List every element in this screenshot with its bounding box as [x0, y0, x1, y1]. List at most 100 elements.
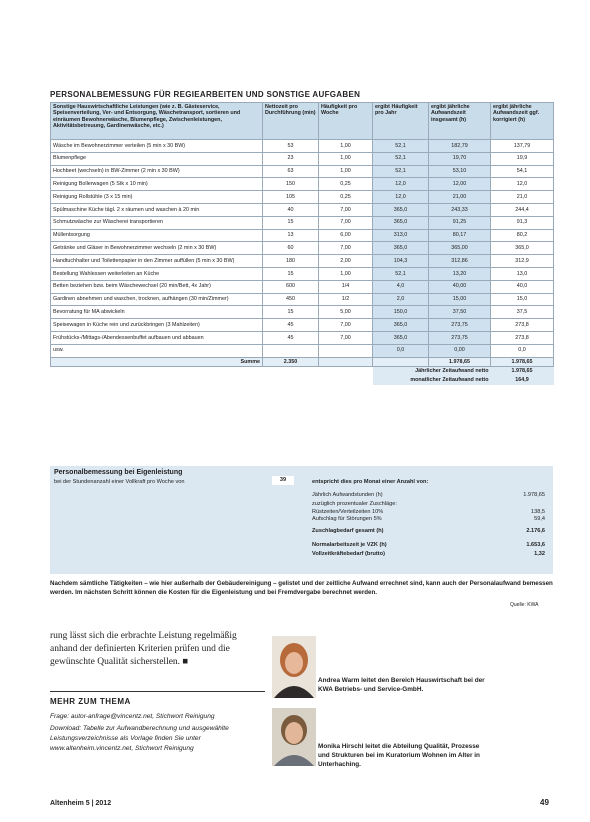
table-row: Blumenpflege 23 1,00 52,1 19,70 19,9	[50, 151, 554, 166]
photo-2	[272, 708, 316, 766]
table-cell: 365,00	[428, 241, 491, 256]
table-cell: 15	[262, 266, 319, 281]
table-cell: 244,4	[490, 202, 554, 217]
sum-total: 1.978,65	[428, 356, 491, 367]
table: Sonstige Hauswirtschaftliche Leistungen …	[50, 102, 554, 385]
header-cell: Nettozeit pro Durchführung (min)	[262, 102, 319, 140]
table-cell: 312,86	[428, 254, 491, 268]
table-cell: usw.	[50, 343, 263, 358]
table-cell: Spülmaschine Küche tägl. 2 x räumen und …	[50, 202, 263, 217]
table-cell: 313,0	[372, 228, 429, 243]
table-cell: 45	[262, 330, 319, 345]
table-cell: 40,00	[428, 279, 491, 294]
table-row: Reinigung Rollstühle (3 x 15 min) 105 0,25…	[50, 190, 554, 204]
table-cell: 53,10	[428, 164, 491, 179]
table-cell: Speisewagen in Küche rein und zurückbrin…	[50, 318, 263, 332]
table-row: Müllentsorgung 13 6,00 313,0 80,17 80,2	[50, 228, 554, 243]
table-cell: 13	[262, 228, 319, 243]
table-cell: 6,00	[318, 228, 373, 243]
table-row: Hochbeet (wechseln) in BW-Zimmer (2 min …	[50, 164, 554, 179]
table-cell: 150	[262, 177, 319, 192]
header-cell: ergibt jährliche Aufwandszeit ggf. korri…	[490, 102, 554, 140]
table-cell: 0,0	[372, 343, 429, 358]
hours-value: 39	[272, 476, 294, 485]
table-cell: 63	[262, 164, 319, 179]
table-cell: 365,0	[372, 330, 429, 345]
table-cell: 12,0	[490, 177, 554, 192]
box-intro: entspricht dies pro Monat einer Anzahl v…	[312, 479, 429, 485]
table-cell: 52,1	[372, 266, 429, 281]
more-download: Download: Tabelle zur Aufwandberechnung …	[50, 725, 229, 752]
table-row: Bevorratung für MA abwickeln 15 5,00 150,0 3…	[50, 305, 554, 320]
table-cell: 1/2	[318, 292, 373, 307]
table-cell	[262, 343, 319, 358]
table-cell: 1,00	[318, 151, 373, 166]
table-cell: 1,00	[318, 139, 373, 153]
table-cell: 13,20	[428, 266, 491, 281]
table-cell: Hochbeet (wechseln) in BW-Zimmer (2 min …	[50, 164, 263, 179]
table-row: Schmutzwäsche zur Wäscherei transportier…	[50, 215, 554, 230]
table-cell: 273,75	[428, 330, 491, 345]
table-cell: 21,00	[428, 190, 491, 204]
table-cell: 4,0	[372, 279, 429, 294]
box-line-label: Normalarbeitszeit je VZK (h)	[312, 542, 387, 548]
yearly-label: Jährlicher Zeitaufwand netto	[372, 366, 491, 376]
sum-net: 2.350	[262, 356, 319, 367]
table-cell: 40	[262, 202, 319, 217]
box-line-label: zuzüglich prozentualer Zuschläge:	[312, 501, 397, 507]
table-cell: 180	[262, 254, 319, 268]
table-cell: 91,25	[428, 215, 491, 230]
page-number: 49	[540, 798, 549, 807]
table-cell: Gardinen abnehmen und waschen, trocknen,…	[50, 292, 263, 307]
table-cell: 23	[262, 151, 319, 166]
table-cell: Getränke und Gläser in Bewohnerzimmer we…	[50, 241, 263, 256]
table-cell: 7,00	[318, 318, 373, 332]
box-title: Personalbemessung bei Eigenleistung	[54, 469, 183, 476]
table-cell: 273,8	[490, 318, 554, 332]
table-cell: 91,3	[490, 215, 554, 230]
box-line-value: 1,32	[534, 551, 545, 557]
table-row: Gardinen abnehmen und waschen, trocknen,…	[50, 292, 554, 307]
sum-corrected: 1.978,65	[490, 356, 554, 367]
box-line-value: 59,4	[534, 516, 545, 522]
table-cell: 365,0	[372, 202, 429, 217]
box-line-value: 1.978,65	[523, 492, 545, 498]
yearly-value: 1.978,65	[490, 366, 554, 376]
empty	[372, 356, 429, 367]
staffing-box: Personalbemessung bei Eigenleistung bei …	[50, 466, 553, 574]
table-row: Handtuchhalter und Toilettenpapier in de…	[50, 254, 554, 268]
table-row: Speisewagen in Küche rein und zurückbrin…	[50, 318, 554, 332]
table-row: Reinigung Bollerwagen (5 Stk x 10 min) 15…	[50, 177, 554, 192]
table-row: Betten beziehen bzw. beim Wäschewechsel …	[50, 279, 554, 294]
table-cell: 365,0	[372, 318, 429, 332]
body-text: rung lässt sich die erbrachte Leistung r…	[50, 631, 237, 667]
table-cell: 600	[262, 279, 319, 294]
table-cell: 13,0	[490, 266, 554, 281]
header-row: Sonstige Hauswirtschaftliche Leistungen …	[50, 102, 554, 140]
table-cell: 12,0	[372, 177, 429, 192]
person-1-caption: Andrea Warm leitet den Bereich Hauswirts…	[318, 677, 485, 693]
table-row: Getränke und Gläser in Bewohnerzimmer we…	[50, 241, 554, 256]
table-row: Bestellung Wahlessen weiterleiten an Küc…	[50, 266, 554, 281]
table-cell: 365,0	[372, 241, 429, 256]
table-cell: 15	[262, 215, 319, 230]
hours-label: bei der Stundenanzahl einer Vollkraft pr…	[54, 479, 185, 485]
table-cell: Frühstücks-/Mittags-/Abendessenbuffet au…	[50, 330, 263, 345]
table-cell: Schmutzwäsche zur Wäscherei transportier…	[50, 215, 263, 230]
monthly-value: 164,9	[490, 375, 554, 385]
table-cell: 1,00	[318, 266, 373, 281]
table-cell: 104,3	[372, 254, 429, 268]
table-cell: 5,00	[318, 305, 373, 320]
box-line-label: Zuschlagbedarf gesamt (h)	[312, 528, 384, 534]
table-cell: 80,2	[490, 228, 554, 243]
sum-row: Summe 2.350 1.978,65 1.978,65	[50, 356, 554, 367]
table-cell: 12,0	[372, 190, 429, 204]
rule	[50, 691, 265, 692]
table-cell: 137,79	[490, 139, 554, 153]
more-title: MEHR ZUM THEMA	[50, 697, 131, 706]
table-cell: Bestellung Wahlessen weiterleiten an Küc…	[50, 266, 263, 281]
empty	[50, 375, 373, 385]
table-cell: 60	[262, 241, 319, 256]
box-line-label: Jährlich Aufwandstunden (h)	[312, 492, 383, 498]
